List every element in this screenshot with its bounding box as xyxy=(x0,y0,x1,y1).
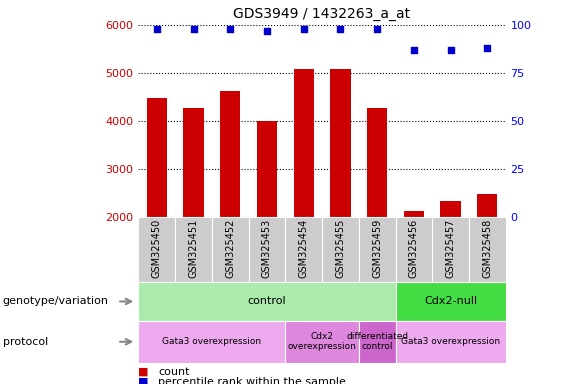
Text: GSM325452: GSM325452 xyxy=(225,218,235,278)
Bar xyxy=(404,211,424,217)
Text: GSM325455: GSM325455 xyxy=(336,218,345,278)
Bar xyxy=(175,217,212,282)
Bar xyxy=(477,194,497,217)
Bar xyxy=(285,217,322,282)
Text: GSM325457: GSM325457 xyxy=(446,218,455,278)
Text: GSM325458: GSM325458 xyxy=(483,218,492,278)
Point xyxy=(189,26,198,32)
Text: control: control xyxy=(247,296,286,306)
Bar xyxy=(138,282,396,321)
Bar xyxy=(220,91,240,217)
Text: Cdx2-null: Cdx2-null xyxy=(424,296,477,306)
Point xyxy=(226,26,235,32)
Text: differentiated
control: differentiated control xyxy=(346,332,408,351)
Bar xyxy=(212,217,249,282)
Text: protocol: protocol xyxy=(3,337,48,347)
Bar xyxy=(432,217,469,282)
Text: GSM325450: GSM325450 xyxy=(152,218,162,278)
Point xyxy=(483,45,492,51)
Bar xyxy=(285,321,359,363)
Bar xyxy=(396,282,506,321)
Text: GSM325453: GSM325453 xyxy=(262,218,272,278)
Point xyxy=(336,26,345,32)
Bar xyxy=(257,121,277,217)
Bar xyxy=(138,217,175,282)
Text: GSM325451: GSM325451 xyxy=(189,218,198,278)
Bar xyxy=(147,98,167,217)
Bar xyxy=(359,217,395,282)
Point xyxy=(299,26,308,32)
Bar xyxy=(184,108,203,217)
Bar xyxy=(322,217,359,282)
Text: genotype/variation: genotype/variation xyxy=(3,296,109,306)
Text: ■: ■ xyxy=(138,377,149,384)
Bar xyxy=(396,321,506,363)
Point xyxy=(446,47,455,53)
Point xyxy=(262,28,272,34)
Point xyxy=(409,47,418,53)
Text: GSM325454: GSM325454 xyxy=(299,218,308,278)
Text: percentile rank within the sample: percentile rank within the sample xyxy=(158,377,346,384)
Bar xyxy=(294,69,314,217)
Text: Cdx2
overexpression: Cdx2 overexpression xyxy=(288,332,357,351)
Text: Gata3 overexpression: Gata3 overexpression xyxy=(162,337,262,346)
Text: ■: ■ xyxy=(138,367,149,377)
Point xyxy=(373,26,382,32)
Point xyxy=(153,26,162,32)
Text: count: count xyxy=(158,367,190,377)
Bar xyxy=(469,217,506,282)
Text: Gata3 overexpression: Gata3 overexpression xyxy=(401,337,500,346)
Bar xyxy=(359,321,395,363)
Title: GDS3949 / 1432263_a_at: GDS3949 / 1432263_a_at xyxy=(233,7,411,21)
Text: GSM325456: GSM325456 xyxy=(409,218,419,278)
Bar xyxy=(331,69,350,217)
Bar xyxy=(367,108,387,217)
Bar xyxy=(249,217,285,282)
Text: GSM325459: GSM325459 xyxy=(372,218,382,278)
Bar xyxy=(441,201,460,217)
Bar xyxy=(396,217,432,282)
Bar xyxy=(138,321,285,363)
